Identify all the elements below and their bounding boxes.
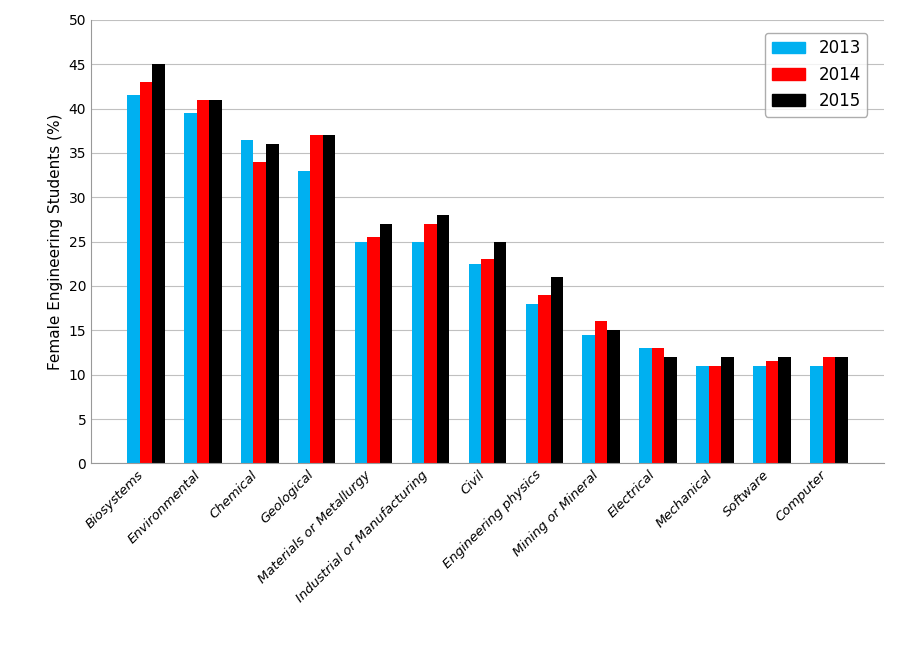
Bar	[550, 277, 563, 463]
Bar	[765, 361, 778, 463]
Bar	[595, 322, 608, 463]
Bar	[380, 224, 393, 463]
Bar	[664, 357, 677, 463]
Bar	[412, 242, 425, 463]
Bar	[241, 140, 253, 463]
Bar	[354, 242, 367, 463]
Bar	[823, 357, 835, 463]
Bar	[367, 237, 380, 463]
Bar	[640, 348, 652, 463]
Bar	[425, 224, 436, 463]
Bar	[266, 144, 279, 463]
Bar	[696, 366, 709, 463]
Bar	[481, 260, 494, 463]
Bar	[322, 135, 335, 463]
Bar	[468, 264, 481, 463]
Bar	[835, 357, 847, 463]
Bar	[298, 171, 311, 463]
Bar	[152, 64, 165, 463]
Bar	[197, 100, 210, 463]
Bar	[753, 366, 765, 463]
Bar	[436, 215, 449, 463]
Bar	[608, 330, 620, 463]
Bar	[778, 357, 791, 463]
Y-axis label: Female Engineering Students (%): Female Engineering Students (%)	[48, 113, 63, 370]
Bar	[253, 162, 266, 463]
Bar	[311, 135, 322, 463]
Legend: 2013, 2014, 2015: 2013, 2014, 2015	[765, 32, 867, 117]
Bar	[128, 95, 139, 463]
Bar	[494, 242, 507, 463]
Bar	[210, 100, 221, 463]
Bar	[184, 113, 197, 463]
Bar	[722, 357, 734, 463]
Bar	[810, 366, 823, 463]
Bar	[582, 335, 595, 463]
Bar	[709, 366, 722, 463]
Bar	[139, 82, 152, 463]
Bar	[538, 295, 550, 463]
Bar	[526, 304, 538, 463]
Bar	[652, 348, 664, 463]
